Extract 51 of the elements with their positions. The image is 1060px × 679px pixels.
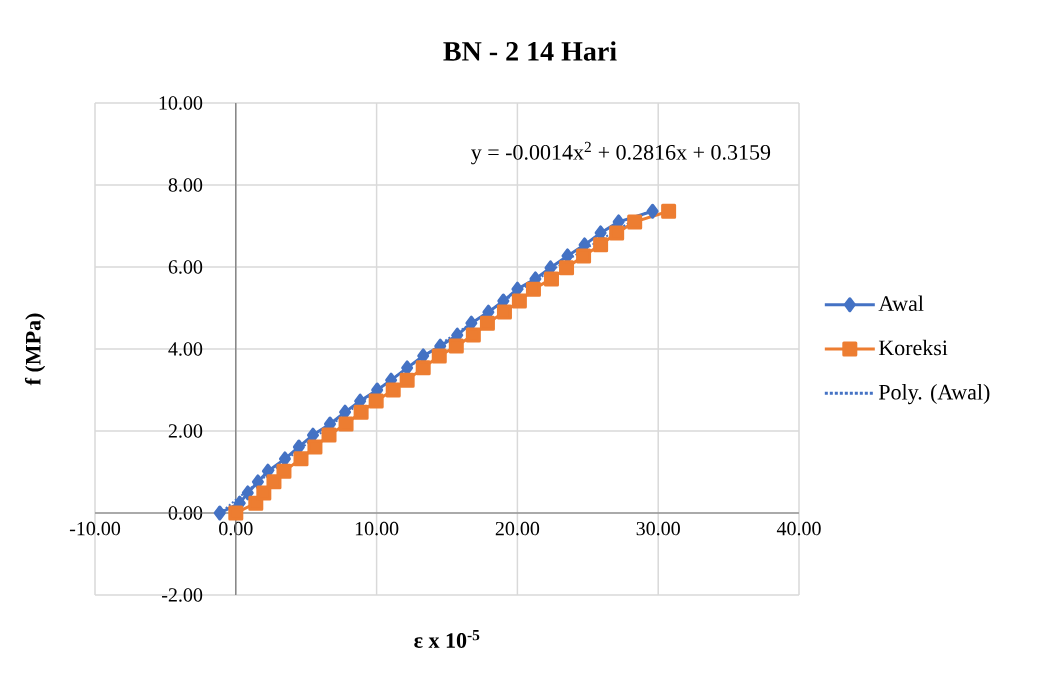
point — [321, 427, 337, 443]
point — [576, 248, 592, 264]
x-tick-label: 40.00 — [776, 521, 821, 536]
x-axis-title: ε x 10$^{-5}$ — [414, 630, 480, 648]
y-axis-title: f (MPa) — [24, 313, 46, 386]
point — [399, 372, 415, 388]
point — [479, 315, 495, 331]
y-tick-label: 10.00 — [159, 96, 203, 110]
x-tick-label: 20.00 — [495, 521, 540, 536]
point — [213, 505, 226, 521]
point — [465, 327, 481, 343]
legend-label: Awal — [878, 295, 924, 312]
x-tick-label: 0.00 — [219, 521, 253, 536]
point — [293, 451, 309, 467]
point — [448, 338, 464, 354]
point — [525, 281, 541, 297]
y-tick-label: 6.00 — [168, 260, 203, 274]
point — [228, 505, 244, 521]
y-tick-label: 2.00 — [168, 424, 203, 438]
x-tick-label: -10.00 — [69, 521, 121, 536]
y-tick-label: 0.00 — [168, 506, 203, 520]
point — [415, 360, 431, 376]
point — [307, 439, 323, 455]
x-tick-label: 10.00 — [355, 521, 399, 536]
point — [256, 485, 272, 501]
point — [559, 260, 575, 276]
point — [661, 203, 677, 219]
point — [496, 304, 512, 320]
point — [431, 348, 447, 364]
legend-label: Poly. (Awal) — [878, 384, 990, 405]
x-tick-label: 30.00 — [636, 521, 680, 536]
y-tick-label: -2.00 — [162, 588, 203, 602]
point — [368, 393, 384, 409]
legend-label: Koreksi — [878, 339, 948, 356]
point — [593, 237, 609, 253]
point — [609, 225, 625, 241]
annotation: y = -0.0014x$^{2}$ + 0.2816x + 0.3159 — [471, 141, 771, 165]
point — [353, 404, 369, 420]
point — [241, 485, 254, 501]
point — [385, 382, 401, 398]
point — [511, 293, 527, 309]
point — [276, 463, 292, 479]
y-tick-label: 8.00 — [168, 178, 203, 192]
y-tick-label: 4.00 — [168, 342, 203, 356]
point — [627, 214, 643, 230]
point — [646, 203, 659, 219]
point — [266, 474, 282, 490]
point — [251, 474, 264, 490]
point — [338, 416, 354, 432]
point — [543, 271, 559, 287]
chart-title: BN - 2 14 Hari — [443, 41, 617, 61]
